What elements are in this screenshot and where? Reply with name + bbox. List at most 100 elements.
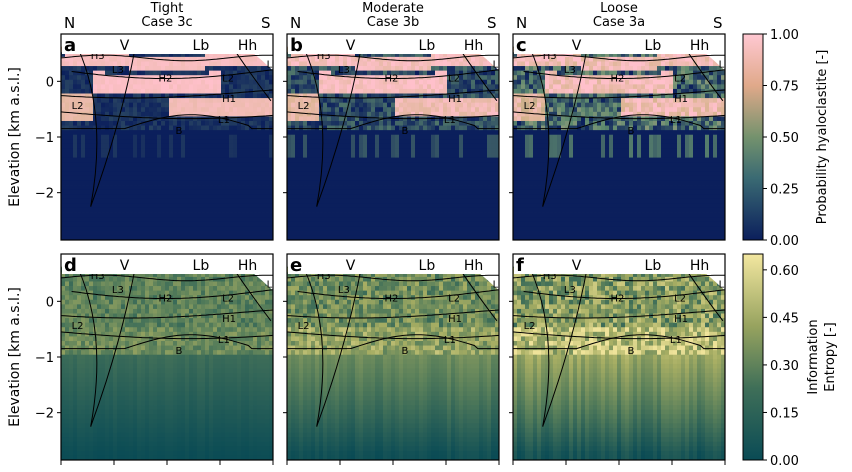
unit-label: L1	[218, 335, 230, 346]
marker-strip	[288, 255, 498, 274]
colorbar-tick-label: 0.00	[770, 454, 799, 469]
north-letter: N	[516, 14, 527, 32]
panel-letter: c	[516, 35, 527, 56]
unit-label: L2	[674, 73, 686, 84]
unit-label: H2	[385, 73, 399, 84]
unit-label: H1	[674, 94, 688, 105]
unit-label: L4	[267, 59, 279, 70]
marker-label: Hh	[690, 38, 709, 54]
unit-label: L4	[493, 279, 505, 290]
marker-label: V	[120, 258, 130, 274]
unit-label: L2	[72, 101, 84, 112]
marker-strip	[62, 255, 272, 274]
marker-label: V	[346, 258, 356, 274]
y-tick-label: −2	[35, 407, 54, 422]
unit-boundary	[287, 111, 499, 120]
col-header-line1: Tight	[150, 1, 184, 16]
unit-label: L2	[524, 321, 536, 332]
unit-label: B	[402, 126, 409, 137]
unit-label: L1	[670, 115, 682, 126]
unit-label: L1	[444, 115, 456, 126]
marker-label: V	[346, 38, 356, 54]
unit-label: L3	[338, 285, 350, 296]
marker-strip	[288, 35, 498, 54]
col-header-line2: Case 3b	[367, 15, 419, 30]
unit-label: L2	[448, 293, 460, 304]
colorbar-tick-label: 0.60	[770, 264, 799, 279]
panel-frame: e V Lb Hh	[283, 253, 500, 465]
unit-label: H2	[385, 293, 399, 304]
marker-strip	[514, 35, 724, 54]
fault-line	[77, 267, 98, 427]
unit-boundary	[523, 289, 725, 299]
unit-label: H1	[222, 94, 236, 105]
unit-boundary	[513, 331, 725, 340]
colorbar-tick-label: 0.50	[770, 131, 799, 146]
unit-boundary	[513, 111, 725, 120]
unit-boundary	[61, 54, 273, 62]
unit-label: H3	[317, 271, 331, 282]
col-header-line2: Case 3a	[593, 15, 645, 30]
fault-line	[90, 267, 136, 427]
panel-letter: a	[64, 35, 76, 56]
col-header-line2: Case 3c	[141, 15, 192, 30]
fault-line	[234, 50, 272, 102]
fault-line	[686, 270, 724, 322]
unit-label: L4	[493, 59, 505, 70]
y-tick-label: −2	[35, 187, 54, 202]
unit-label: H1	[448, 314, 462, 325]
marker-label: Lb	[645, 38, 662, 54]
panel-letter: b	[290, 35, 303, 56]
colorbar-gradient	[742, 253, 764, 461]
unit-label: H3	[543, 51, 557, 62]
unit-boundary	[61, 331, 273, 340]
unit-label: L2	[448, 73, 460, 84]
south-letter: S	[261, 14, 271, 32]
unit-label: L1	[444, 335, 456, 346]
unit-label: L1	[670, 335, 682, 346]
marker-label: V	[572, 38, 582, 54]
unit-label: L2	[674, 293, 686, 304]
fault-line	[234, 270, 272, 322]
marker-label: V	[120, 38, 130, 54]
unit-label: H3	[543, 271, 557, 282]
fault-line	[90, 47, 136, 207]
fault-line	[686, 50, 724, 102]
colorbar-entropy: Information Entropy [-]	[742, 253, 838, 461]
unit-boundary	[71, 69, 273, 79]
unit-label: H2	[611, 73, 625, 84]
colorbar-tick-label: 0.30	[770, 359, 799, 374]
unit-boundary	[287, 331, 499, 340]
unit-label: B	[176, 346, 183, 357]
unit-label: B	[402, 346, 409, 357]
fault-line	[460, 50, 498, 102]
marker-strip	[62, 35, 272, 54]
unit-label: H3	[91, 51, 105, 62]
unit-label: H1	[448, 94, 462, 105]
unit-label: B	[628, 126, 635, 137]
marker-label: Lb	[193, 38, 210, 54]
marker-label: Lb	[193, 258, 210, 274]
col-header-line1: Loose	[600, 1, 638, 16]
colorbar-label: Probability hyaloclastite [-]	[815, 50, 830, 225]
unit-label: L3	[338, 65, 350, 76]
panel-frame: d V Lb Hh 0 −1 −2	[35, 253, 274, 465]
panel-e: H3 L3 H2 L2 L2 H1 L1 B L4	[287, 254, 505, 460]
unit-boundary	[297, 69, 499, 79]
panel-frame: a V Lb Hh 0 −1 −2	[35, 33, 274, 241]
fault-line	[316, 47, 362, 207]
unit-label: L3	[564, 65, 576, 76]
unit-label: L3	[112, 285, 124, 296]
colorbar-label-line2: Entropy [-]	[823, 322, 838, 391]
fault-line	[529, 47, 550, 207]
marker-strip	[514, 255, 724, 274]
marker-label: Hh	[238, 258, 257, 274]
fault-line	[303, 47, 324, 207]
marker-label: Hh	[690, 258, 709, 274]
unit-boundary	[61, 111, 273, 120]
colorbar-tick-label: 0.25	[770, 183, 799, 198]
unit-boundary	[287, 274, 499, 282]
north-letter: N	[290, 14, 301, 32]
colorbar-tick-label: 1.00	[770, 28, 799, 43]
marker-label: V	[572, 258, 582, 274]
